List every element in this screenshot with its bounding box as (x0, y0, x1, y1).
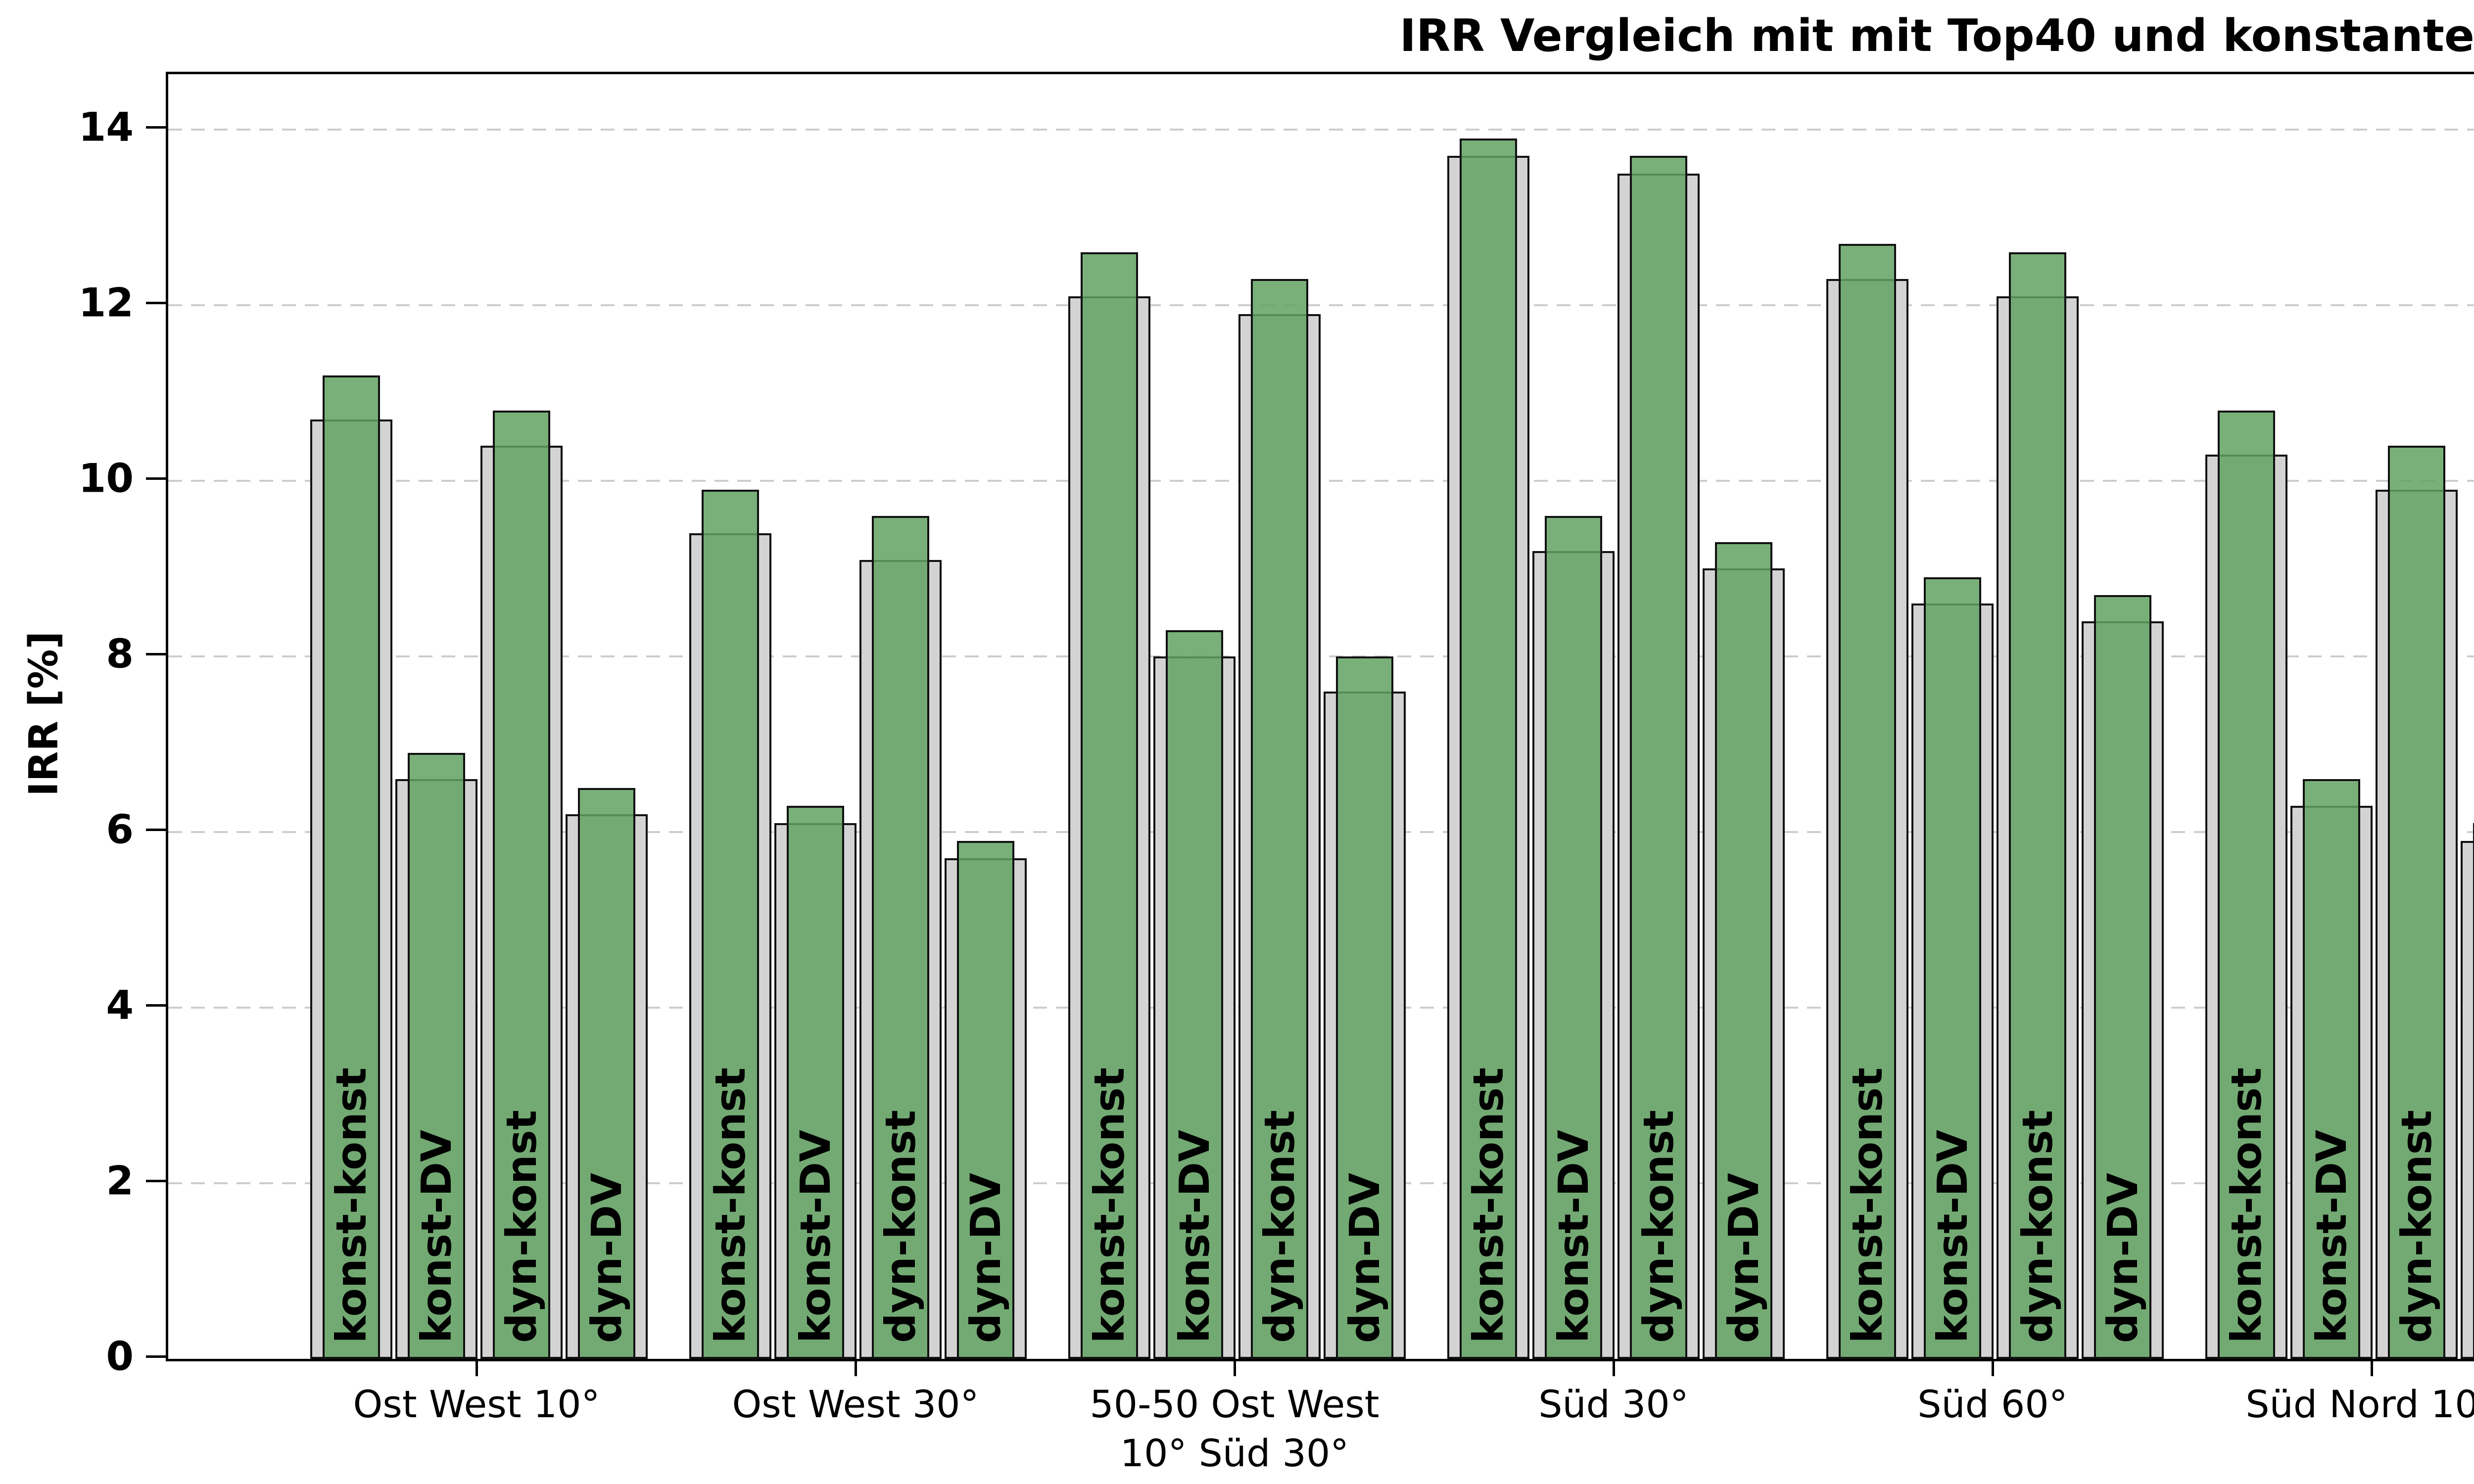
x-tick (1992, 1359, 1994, 1376)
bar-label: dyn-konst (1255, 1110, 1304, 1343)
bar-label: konst-konst (327, 1067, 376, 1343)
bar-label: dyn-konst (1634, 1110, 1683, 1343)
gridline-y-12 (168, 304, 2474, 306)
y-tick (146, 652, 166, 655)
bar-green: konst-konst (1460, 139, 1517, 1359)
x-tick (1613, 1359, 1615, 1376)
x-tick-label: 50-50 Ost West 10° Süd 30° (1090, 1382, 1380, 1475)
bar-green: konst-konst (1081, 252, 1138, 1359)
bar-label: dyn-konst (876, 1110, 925, 1343)
bar-green: dyn-konst (493, 411, 550, 1359)
y-tick-label: 10 (78, 455, 134, 502)
bar-label: konst-DV (1928, 1130, 1977, 1343)
bar-green: dyn-konst (872, 516, 929, 1359)
bar-green: konst-DV (1924, 577, 1981, 1359)
y-tick (146, 1004, 166, 1007)
y-tick (146, 1179, 166, 1182)
bar-label: konst-DV (791, 1130, 840, 1343)
x-tick-label: Ost West 10° (353, 1382, 600, 1426)
gridline-y-14 (168, 128, 2474, 131)
bar-label: dyn-DV (961, 1172, 1010, 1343)
bar-label: konst-DV (1549, 1130, 1598, 1343)
y-tick (146, 1355, 166, 1358)
gridline-y-8 (168, 655, 2474, 657)
x-tick (2371, 1359, 2373, 1376)
bar-label: dyn-DV (1719, 1172, 1768, 1343)
bar-green: dyn-DV (2473, 823, 2474, 1359)
bar-green: dyn-konst (1630, 156, 1687, 1359)
bar-label: konst-DV (412, 1130, 461, 1343)
bar-label: dyn-DV (1340, 1172, 1389, 1343)
gridline-y-10 (168, 479, 2474, 482)
bar-green: dyn-DV (578, 788, 635, 1359)
bar-green: konst-konst (1839, 244, 1896, 1359)
y-tick (146, 477, 166, 480)
y-tick-label: 14 (78, 104, 134, 150)
x-tick (476, 1359, 478, 1376)
gridline-y-4 (168, 1006, 2474, 1009)
bar-green: konst-DV (1545, 516, 1602, 1359)
bar-label: konst-konst (706, 1067, 755, 1343)
bar-green: konst-DV (787, 806, 844, 1359)
bar-green: dyn-DV (1336, 656, 1393, 1359)
bar-green: konst-DV (408, 753, 465, 1359)
bar-green: konst-konst (702, 490, 759, 1359)
gridline-y-2 (168, 1182, 2474, 1184)
y-tick-label: 8 (106, 631, 134, 677)
bar-green: dyn-konst (2009, 252, 2066, 1359)
bar-label: dyn-DV (582, 1172, 631, 1343)
bar-label: dyn-konst (2392, 1110, 2441, 1343)
bar-green: dyn-konst (2388, 446, 2445, 1359)
y-tick-label: 4 (106, 982, 134, 1028)
y-tick-label: 6 (106, 806, 134, 853)
bar-label: konst-DV (2307, 1130, 2356, 1343)
bar-label: dyn-konst (2013, 1110, 2062, 1343)
bar-green: dyn-DV (2094, 595, 2151, 1359)
x-tick-label: Süd 30° (1538, 1382, 1689, 1426)
bar-green: konst-konst (2218, 411, 2275, 1359)
bar-label: dyn-konst (497, 1110, 546, 1343)
bar-label: konst-konst (2222, 1067, 2271, 1343)
plot-area: konst-konst konst-DV dyn-konst dyn-DV konst-… (166, 72, 2474, 1361)
bar-green: konst-DV (2303, 779, 2360, 1359)
bar-green: dyn-DV (1715, 542, 1772, 1359)
y-tick (146, 301, 166, 304)
bar-green: konst-konst (323, 375, 380, 1359)
bar-green: dyn-DV (957, 841, 1014, 1359)
bar-label: konst-DV (1170, 1130, 1219, 1343)
bar-label: dyn-DV (2098, 1172, 2147, 1343)
x-tick-label: Ost West 30° (732, 1382, 979, 1426)
chart-title: IRR Vergleich mit mit Top40 und konstant… (1399, 10, 2474, 62)
bar-green: konst-DV (1166, 630, 1223, 1359)
y-tick-label: 12 (78, 279, 134, 326)
bar-label: konst-konst (1464, 1067, 1513, 1343)
gridline-y-6 (168, 831, 2474, 833)
bar-green: dyn-konst (1251, 279, 1308, 1359)
y-tick-label: 0 (106, 1333, 134, 1380)
y-tick-label: 2 (106, 1158, 134, 1204)
bar-gray (2461, 841, 2474, 1359)
x-tick-label: Süd 60° (1917, 1382, 2068, 1426)
x-tick (1234, 1359, 1236, 1376)
bar-label: konst-konst (1843, 1067, 1892, 1343)
x-tick (855, 1359, 857, 1376)
bar-label: konst-konst (1085, 1067, 1134, 1343)
x-tick-label: Süd Nord 10° (2245, 1382, 2474, 1426)
y-tick (146, 126, 166, 129)
y-tick (146, 828, 166, 831)
